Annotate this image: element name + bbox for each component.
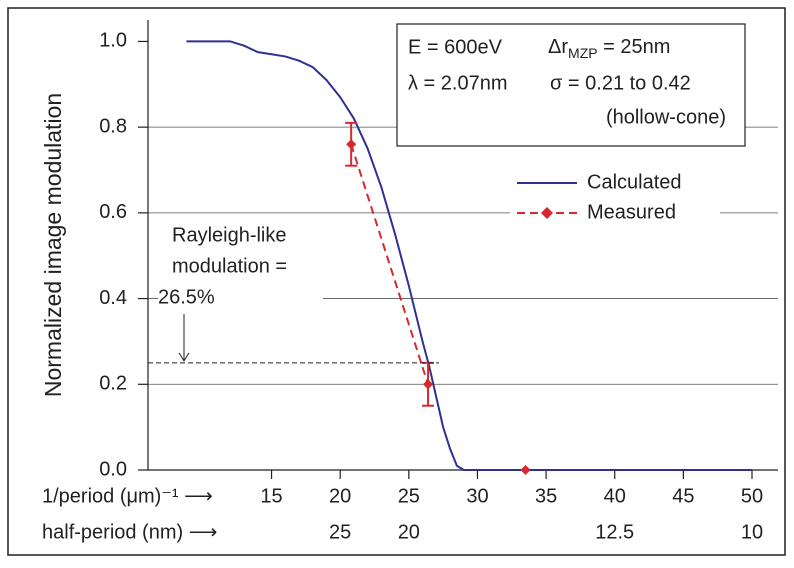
y-tick-label: 0.0 [99, 458, 127, 480]
rayleigh-annotation: Rayleigh-like modulation = 26.5% [148, 220, 440, 364]
measured-point [346, 139, 357, 150]
calculated-line [186, 40, 752, 471]
info-box: E = 600eV ΔrMZP = 25nm λ = 2.07nm σ = 0.… [396, 23, 746, 147]
x2-axis-label: half-period (nm) ⟶ [42, 521, 217, 543]
x2-tick-label: 12.5 [595, 521, 634, 543]
x2-tick-label: 25 [329, 521, 351, 543]
measured-point [423, 379, 434, 390]
x2-tick-label: 10 [741, 521, 763, 543]
info-text: = 25nm [598, 36, 671, 58]
plot [186, 40, 752, 475]
measured-point [520, 465, 531, 475]
legend: Calculated Measured [510, 166, 720, 230]
y-tick-label: 0.6 [99, 201, 127, 223]
x-tick-label: 45 [672, 485, 694, 507]
info-text: λ = 2.07nm [408, 72, 508, 94]
info-text: E = 600eV [408, 36, 503, 58]
x-tick-label: 40 [604, 485, 626, 507]
x-tick-label: 15 [260, 485, 282, 507]
info-box-frame [396, 23, 746, 147]
measured-line [350, 143, 429, 385]
info-sub: MZP [568, 45, 598, 61]
rayleigh-text: 26.5% [158, 286, 215, 308]
info-text: Δr [548, 36, 568, 58]
legend-marker [541, 207, 553, 219]
legend-label: Calculated [587, 171, 682, 193]
x2-tick-label: 20 [398, 521, 420, 543]
info-text: (hollow-cone) [606, 106, 726, 128]
y-axis-label: Normalized image modulation [40, 93, 66, 397]
x-tick-label: 35 [535, 485, 557, 507]
legend-bg [510, 166, 720, 230]
x-tick-label: 20 [329, 485, 351, 507]
y-tick-label: 0.2 [99, 373, 127, 395]
legend-label: Measured [587, 201, 676, 223]
x-tick-label: 30 [466, 485, 488, 507]
rayleigh-bg [158, 220, 323, 314]
x-axis-label: 1/period (μm)⁻¹ ⟶ [42, 485, 213, 507]
info-text: ΔrMZP = 25nm [548, 36, 670, 60]
x-tick-label: 50 [741, 485, 763, 507]
y-tick-label: 0.8 [99, 115, 127, 137]
rayleigh-arrowhead [178, 352, 190, 362]
x-tick-label: 25 [398, 485, 420, 507]
y-tick-label: 0.4 [99, 287, 127, 309]
rayleigh-text: Rayleigh-like [172, 224, 287, 246]
y-tick-label: 1.0 [99, 30, 127, 52]
rayleigh-text: modulation = [172, 255, 287, 277]
info-text: σ = 0.21 to 0.42 [550, 72, 691, 94]
